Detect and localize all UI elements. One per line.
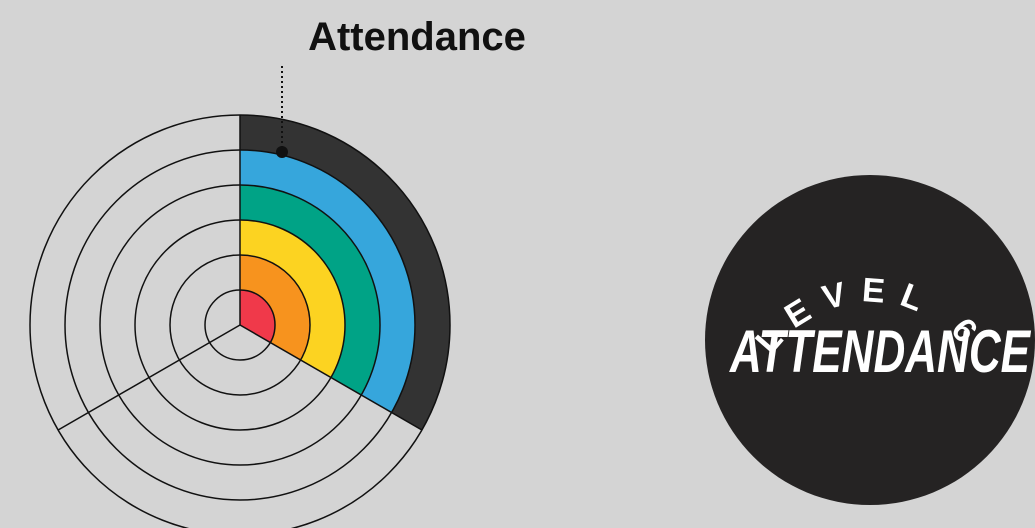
badge — [705, 175, 1035, 505]
radial-line — [57, 324, 241, 431]
ring-segment — [240, 185, 380, 395]
level-rings — [29, 114, 451, 528]
pointer-dot — [276, 146, 288, 158]
ring-segment — [240, 150, 415, 413]
ring-segment — [240, 255, 310, 360]
radial-line — [239, 324, 423, 431]
title: Attendance — [308, 15, 526, 59]
badge-label: ATTENDANCE — [729, 318, 1032, 385]
ring-segment — [240, 115, 450, 430]
